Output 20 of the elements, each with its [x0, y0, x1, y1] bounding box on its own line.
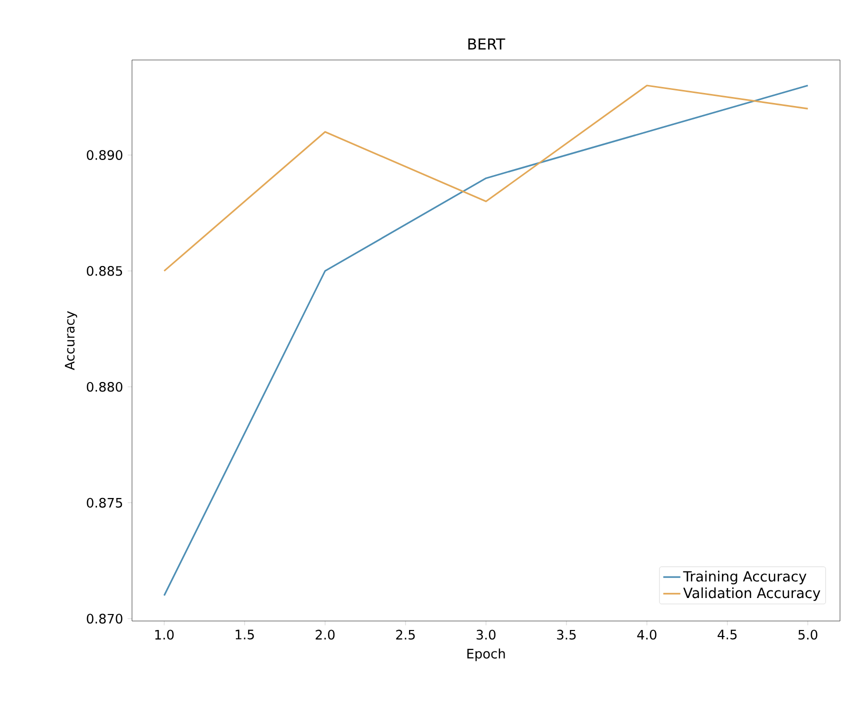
- y-tick-label: 0.885: [86, 266, 122, 276]
- y-tick-label: 0.875: [86, 498, 122, 508]
- x-tick-label: 4.5: [718, 630, 737, 640]
- legend-label: Training Accuracy: [683, 570, 806, 584]
- chart-title: BERT: [468, 38, 506, 50]
- x-tick-label: 3.0: [476, 630, 496, 640]
- x-tick-label: 2.0: [316, 630, 335, 640]
- y-axis-title: Accuracy: [64, 311, 78, 370]
- line-series: [163, 84, 809, 272]
- x-tick-label: 4.0: [637, 630, 656, 640]
- x-tick-label: 3.5: [557, 630, 576, 640]
- y-tick-label: 0.890: [86, 150, 122, 160]
- x-axis-title: Epoch: [467, 648, 505, 662]
- x-tick-label: 2.5: [396, 630, 415, 640]
- y-tick-label: 0.880: [86, 382, 122, 392]
- x-tick-label: 1.5: [236, 630, 254, 640]
- x-tick-label: 5.0: [798, 630, 818, 640]
- x-tick-label: 1.0: [155, 630, 174, 640]
- y-tick-label: 0.870: [86, 614, 122, 624]
- legend-label: Validation Accuracy: [683, 587, 820, 601]
